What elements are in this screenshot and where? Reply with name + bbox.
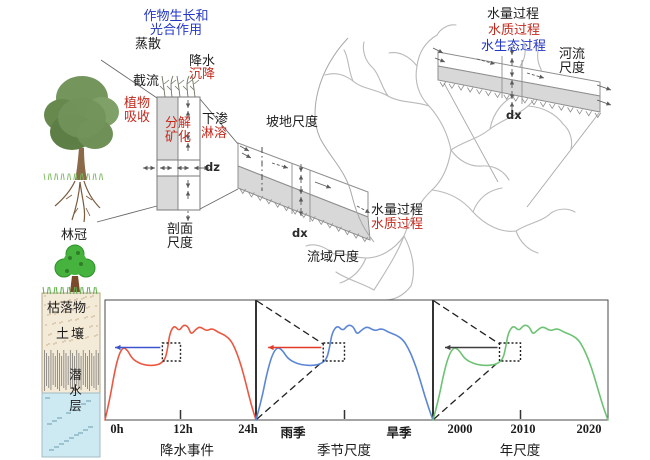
label-watershed-scale: 流域尺度 [307,249,360,264]
tick-12h: 12h [173,422,193,436]
tick-2000: 2000 [447,422,473,436]
label-litter: 枯落物 [47,300,87,315]
tick-24h: 24h [238,422,258,436]
label-profile-scale: 剖面尺度 [166,221,193,251]
label-deposition: 沉降 [189,66,216,81]
watershed-boundary [314,37,375,243]
label-slope-scale: 坡地尺度 [266,114,319,129]
tree-illustration [44,76,119,223]
river-reach-diagram [437,51,601,113]
label-plant-uptake: 植物吸收 [123,95,150,125]
label-dz: dz [205,160,220,174]
label-canopy: 林冠 [61,227,88,242]
chart-title-seasonal-scale: 季节尺度 [317,443,371,458]
label-infiltration: 下渗 [202,111,229,126]
tick-0h: 0h [110,422,124,436]
label-interception: 截流 [133,73,160,88]
year-scale-plot [432,300,609,421]
label-river-water-quantity: 水量过程 [487,6,540,21]
zoom-connector-lines [96,59,600,223]
label-river-scale: 河流尺度 [558,46,585,76]
label-crop-growth-photosynthesis: 作物生长和光合作用 [143,8,209,38]
tick-2020: 2020 [576,422,602,436]
label-soil: 土壤 [56,326,87,341]
label-phreatic-layer: 潜水层 [69,368,82,414]
label-dx-slope: dx [292,226,308,240]
label-river-water-quality: 水质过程 [488,22,541,37]
tick-2010: 2010 [510,422,536,436]
tick-rainy-season: 雨季 [280,426,306,440]
label-river-water-ecology: 水生态过程 [481,38,547,53]
profile-column-diagram [156,96,201,211]
time-series-panels [104,299,609,421]
chart-title-precipitation-event: 降水事件 [160,443,214,458]
tree-trunk [75,148,87,180]
label-evapotranspiration: 蒸散 [135,36,162,51]
soil-profile-column [41,292,101,458]
river-network [305,24,576,301]
tick-dry-season: 旱季 [386,426,412,440]
chart-title-yearly-scale: 年尺度 [499,443,541,458]
label-watershed-water-quality: 水质过程 [371,216,424,231]
event-scale-plot [104,324,257,421]
season-scale-plot [255,300,434,421]
decor-layer [42,47,612,451]
label-decomposition-mineralization: 分解矿化 [164,115,191,145]
label-leaching: 淋溶 [201,125,228,140]
label-dx-river: dx [506,108,522,122]
label-watershed-water-quantity: 水量过程 [371,202,424,217]
label-precipitation: 降水 [189,53,216,68]
slope-diagram [237,142,371,241]
tree-roots [54,180,101,223]
small-tree-illustration [54,244,96,292]
